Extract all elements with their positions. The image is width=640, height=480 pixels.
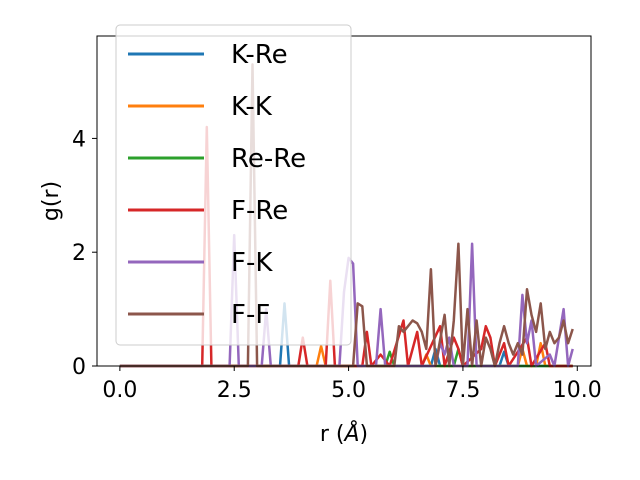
legend-label-f-k: F-K bbox=[231, 248, 273, 278]
ticks-layer: 0.0 2.5 5.0 7.5 10.0 0 2 4 bbox=[72, 127, 602, 403]
series-line-f-re bbox=[119, 125, 573, 368]
x-tick-label: 10.0 bbox=[553, 378, 602, 403]
x-axis-label: r (Å) bbox=[320, 420, 368, 447]
x-axis-label-prefix: r ( bbox=[320, 422, 345, 447]
legend-entries: K-Re K-K Re-Re F-Re F-K F-F bbox=[128, 40, 306, 330]
y-tick-label: 2 bbox=[72, 241, 86, 266]
legend-label-k-k: K-K bbox=[231, 92, 273, 122]
legend-box bbox=[115, 24, 352, 346]
legend-label-f-f: F-F bbox=[231, 300, 270, 330]
x-tick-label: 2.5 bbox=[217, 378, 252, 403]
legend: K-Re K-K Re-Re F-Re F-K F-F bbox=[115, 24, 352, 346]
x-axis-label-unit: Å bbox=[342, 420, 359, 447]
y-tick-label: 4 bbox=[72, 127, 86, 152]
x-tick-label: 0.0 bbox=[102, 378, 137, 403]
legend-label-f-re: F-Re bbox=[231, 196, 288, 226]
x-tick-label: 7.5 bbox=[445, 378, 480, 403]
legend-label-re-re: Re-Re bbox=[231, 144, 306, 174]
x-axis-label-suffix: ) bbox=[360, 422, 369, 447]
legend-label-k-re: K-Re bbox=[231, 40, 288, 70]
x-tick-label: 5.0 bbox=[331, 378, 366, 403]
y-axis-label: g(r) bbox=[39, 181, 64, 221]
y-tick-label: 0 bbox=[72, 355, 86, 380]
